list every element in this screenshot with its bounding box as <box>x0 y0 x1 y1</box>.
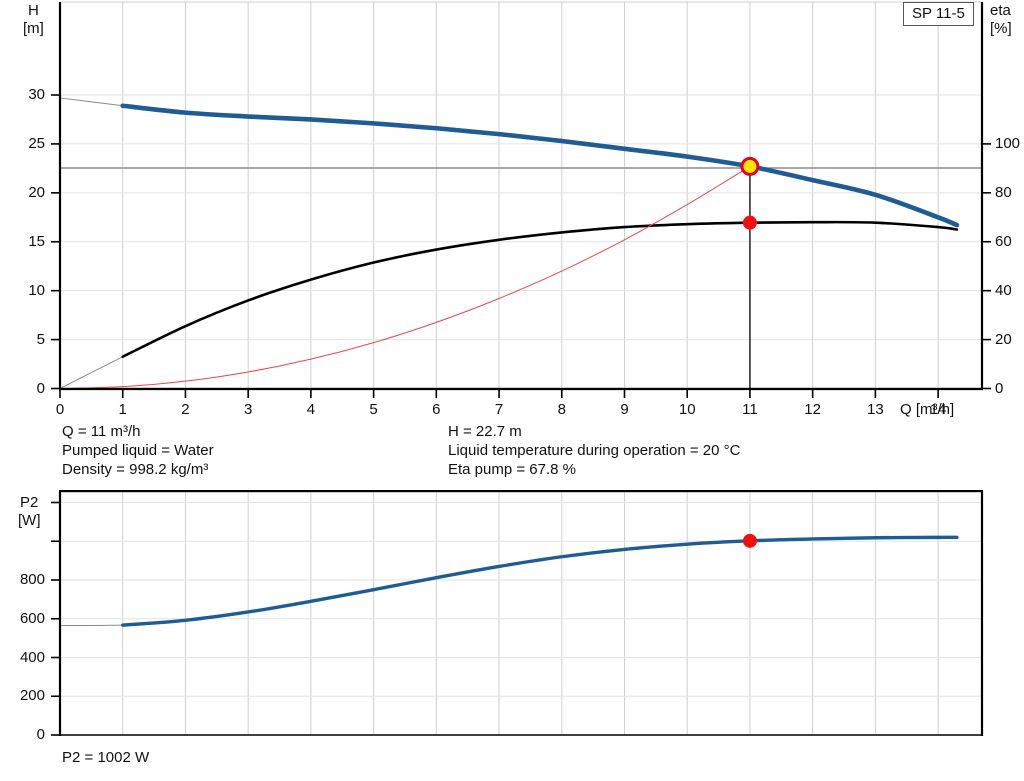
top-y-right-tick-0: 0 <box>995 379 1004 397</box>
top-y-left-tick-30: 30 <box>28 86 45 103</box>
top-y-left-tick-25: 25 <box>28 134 45 152</box>
power-curve <box>121 535 959 627</box>
top-x-tick-5: 5 <box>369 401 378 418</box>
top-x-tick-10: 10 <box>678 401 696 418</box>
top-x-tick-14: 14 <box>929 401 947 418</box>
top-x-axis-label: Q [m³/h] <box>900 401 954 418</box>
efficiency-curve-thin <box>59 356 123 389</box>
top-y-right-tick-100: 100 <box>995 134 1021 152</box>
info-flow: Q = 11 m³/h <box>62 423 141 440</box>
top-y-left-axis-label: H <box>28 2 39 19</box>
bottom-y-axis-label: P2 <box>20 494 38 511</box>
top-y-right-tick-20: 20 <box>995 330 1012 348</box>
top-x-tick-3: 3 <box>243 401 253 418</box>
bottom-chart-gridlines <box>60 492 982 735</box>
bottom-y-axis-label-p2: P2 <box>20 494 39 511</box>
duty-point-marker <box>740 156 760 176</box>
info-head: H = 22.7 m <box>448 423 522 440</box>
bottom-y-tick-400: 400 <box>19 648 45 666</box>
info-eta-pump: Eta pump = 67.8 % <box>448 461 576 478</box>
bottom-y-tick-600: 600 <box>19 609 45 627</box>
top-plot-frame <box>59 1 983 389</box>
top-y-left-tick-5: 5 <box>36 330 45 348</box>
top-x-tick-0: 0 <box>55 401 65 418</box>
bottom-chart-ticks <box>51 501 60 736</box>
info-pumped-liquid: Pumped liquid = Water <box>62 442 214 459</box>
info-density: Density = 998.2 kg/m³ <box>62 461 208 478</box>
top-x-tick-13: 13 <box>867 401 884 418</box>
efficiency-duty-marker <box>742 215 757 230</box>
pump-model-title-box: SP 11-5 <box>903 2 974 26</box>
bottom-y-tick-0: 0 <box>36 726 45 743</box>
head-curve <box>120 103 960 228</box>
top-y-left-tick-15: 15 <box>28 232 45 250</box>
top-x-tick-11: 11 <box>742 401 758 418</box>
pump-model-label: SP 11-5 <box>912 5 965 22</box>
top-y-left-axis-label-h: H <box>28 2 39 19</box>
bottom-y-tick-800: 800 <box>19 571 45 588</box>
top-x-tick-8: 8 <box>557 401 566 418</box>
top-x-tick-4: 4 <box>306 401 316 418</box>
system-curve <box>59 165 751 389</box>
top-x-tick-2: 2 <box>181 401 190 418</box>
top-y-right-axis-label-eta: eta <box>990 2 1011 19</box>
head-curve-thin <box>59 97 123 107</box>
top-chart-gridlines <box>60 2 982 388</box>
top-x-tick-1: 1 <box>118 401 127 418</box>
top-y-left-tick-20: 20 <box>28 183 45 201</box>
top-x-axis-label-text: Q [m³/h] <box>900 401 955 418</box>
bottom-y-axis-unit-text: [W] <box>18 512 41 529</box>
info-flow-text: Q = 11 m³/h <box>62 423 141 440</box>
info-density-text: Density = 998.2 kg/m³ <box>62 461 209 478</box>
info-power: P2 = 1002 W <box>62 749 149 766</box>
info-head-text: H = 22.7 m <box>448 423 522 440</box>
top-y-right-tick-80: 80 <box>995 183 1012 201</box>
power-chart <box>51 490 984 736</box>
efficiency-curve <box>121 220 959 358</box>
top-y-left-tick-10: 10 <box>28 281 45 299</box>
bottom-y-tick-200: 200 <box>19 687 45 705</box>
info-liquid-temperature-text: Liquid temperature during operation = 20… <box>448 442 741 459</box>
top-y-right-tick-60: 60 <box>995 232 1012 250</box>
info-pumped-liquid-text: Pumped liquid = Water <box>62 442 214 459</box>
top-y-right-axis-unit: [%] <box>990 20 1012 37</box>
info-eta-pump-text: Eta pump = 67.8 % <box>448 461 576 478</box>
top-y-left-tick-0: 0 <box>36 379 45 397</box>
power-duty-marker <box>742 533 757 548</box>
top-x-tick-6: 6 <box>432 401 441 418</box>
head-efficiency-chart <box>51 1 991 398</box>
top-chart-ticks <box>51 94 991 398</box>
bottom-plot-frame <box>59 491 983 736</box>
top-y-left-axis-unit-text: [m] <box>23 20 44 37</box>
top-x-tick-12: 12 <box>804 401 821 418</box>
top-y-right-tick-40: 40 <box>995 281 1012 299</box>
top-y-right-axis-label: eta <box>990 2 1011 19</box>
bottom-y-axis-unit: [W] <box>18 512 41 529</box>
info-power-text: P2 = 1002 W <box>62 749 150 766</box>
info-liquid-temperature: Liquid temperature during operation = 20… <box>448 442 740 459</box>
top-y-right-axis-unit-text: [%] <box>990 20 1012 37</box>
top-y-left-axis-unit: [m] <box>23 20 44 37</box>
top-x-tick-7: 7 <box>494 401 504 418</box>
top-x-tick-9: 9 <box>620 401 629 418</box>
